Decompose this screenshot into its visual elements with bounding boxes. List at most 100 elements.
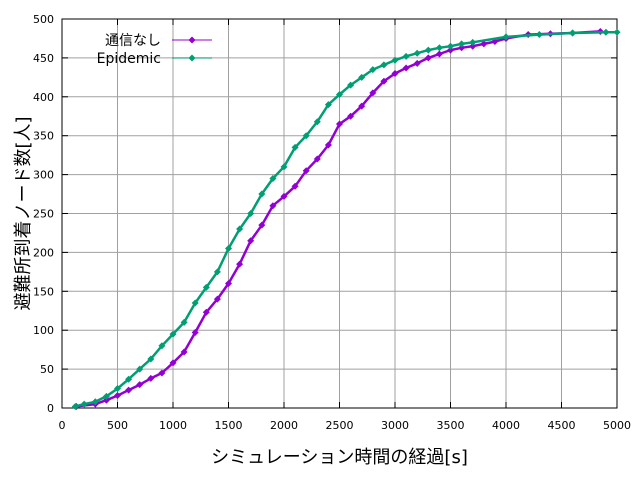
x-tick-label: 3500 xyxy=(437,419,465,432)
data-point xyxy=(435,44,443,52)
data-point xyxy=(147,374,155,382)
data-point xyxy=(380,77,388,85)
data-point xyxy=(225,245,232,253)
data-point xyxy=(402,52,410,60)
x-tick-label: 1500 xyxy=(215,419,243,432)
data-point xyxy=(347,81,355,89)
data-point xyxy=(447,46,454,54)
y-tick-label: 200 xyxy=(33,246,54,259)
data-point xyxy=(213,295,221,303)
data-point xyxy=(191,329,199,337)
data-point xyxy=(413,49,421,57)
data-point xyxy=(535,31,543,39)
data-point xyxy=(302,167,310,175)
data-point xyxy=(369,89,377,97)
y-tick-label: 300 xyxy=(33,169,54,182)
y-tick-label: 150 xyxy=(33,285,54,298)
legend-label-epidemic: Epidemic xyxy=(97,51,161,67)
data-point xyxy=(424,54,432,62)
series-line xyxy=(76,30,601,408)
data-point xyxy=(336,90,343,98)
x-axis-ticks: 0 500 1000 1500 2000 2500 3000 3500 4000 4500 5000 xyxy=(59,19,631,432)
data-point xyxy=(280,163,288,171)
series-line xyxy=(74,30,617,408)
data-point xyxy=(158,369,166,377)
series-layer xyxy=(71,27,621,410)
x-tick-label: 500 xyxy=(107,419,128,432)
x-tick-label: 2000 xyxy=(270,419,298,432)
data-point xyxy=(602,28,610,36)
data-point xyxy=(136,381,144,389)
series-1 xyxy=(71,28,621,410)
data-point xyxy=(247,210,255,217)
data-point xyxy=(269,174,277,182)
data-point xyxy=(91,398,99,406)
data-point xyxy=(114,392,121,400)
data-point xyxy=(158,342,166,350)
y-tick-label: 450 xyxy=(33,52,54,65)
data-point xyxy=(313,155,321,163)
y-axis-ticks: 0 50 100 150 200 250 300 350 400 450 500 xyxy=(33,13,617,415)
data-point xyxy=(324,101,332,109)
data-point xyxy=(291,143,299,151)
data-point xyxy=(469,42,477,50)
data-point xyxy=(269,202,277,210)
data-point xyxy=(413,59,421,67)
data-point xyxy=(480,40,488,48)
data-point xyxy=(447,42,454,50)
data-point xyxy=(469,38,477,46)
y-tick-label: 250 xyxy=(33,208,54,221)
data-point xyxy=(613,28,621,36)
data-point xyxy=(169,330,177,338)
data-point xyxy=(347,112,355,120)
data-point xyxy=(391,56,399,64)
legend-marker-no-comm xyxy=(188,36,196,44)
data-point xyxy=(236,225,244,233)
y-tick-label: 100 xyxy=(33,324,54,337)
data-point xyxy=(424,46,432,54)
data-point xyxy=(502,33,510,41)
data-point xyxy=(258,221,266,229)
data-point xyxy=(80,400,88,408)
data-point xyxy=(336,120,343,128)
data-point xyxy=(71,402,79,410)
data-point xyxy=(236,260,244,268)
x-tick-label: 0 xyxy=(59,419,66,432)
data-point xyxy=(402,64,410,72)
data-point xyxy=(458,44,466,52)
data-point xyxy=(247,237,255,245)
data-point xyxy=(191,299,199,307)
data-point xyxy=(313,118,321,126)
data-point xyxy=(391,69,399,77)
data-point xyxy=(358,73,366,81)
data-point xyxy=(202,308,210,316)
x-tick-label: 1000 xyxy=(159,419,187,432)
data-point xyxy=(202,283,210,291)
data-point xyxy=(291,182,299,190)
x-tick-label: 5000 xyxy=(603,419,631,432)
data-point xyxy=(302,132,310,140)
x-tick-label: 4500 xyxy=(548,419,576,432)
data-point xyxy=(358,102,366,110)
data-point xyxy=(258,190,266,198)
data-point xyxy=(213,268,221,276)
data-point xyxy=(125,375,133,383)
data-point xyxy=(435,50,443,58)
data-point xyxy=(125,386,133,394)
data-point xyxy=(147,355,155,363)
data-point xyxy=(225,280,232,288)
data-point xyxy=(136,365,144,373)
y-tick-label: 400 xyxy=(33,91,54,104)
y-tick-label: 50 xyxy=(40,363,54,376)
x-tick-label: 3000 xyxy=(381,419,409,432)
data-point xyxy=(458,40,466,48)
data-point xyxy=(369,66,377,74)
y-tick-label: 0 xyxy=(47,402,54,415)
series-0 xyxy=(72,27,604,410)
data-point xyxy=(180,318,188,326)
data-point xyxy=(380,61,388,69)
y-tick-label: 350 xyxy=(33,130,54,143)
grid xyxy=(62,19,617,408)
legend-marker-epidemic xyxy=(188,54,196,62)
